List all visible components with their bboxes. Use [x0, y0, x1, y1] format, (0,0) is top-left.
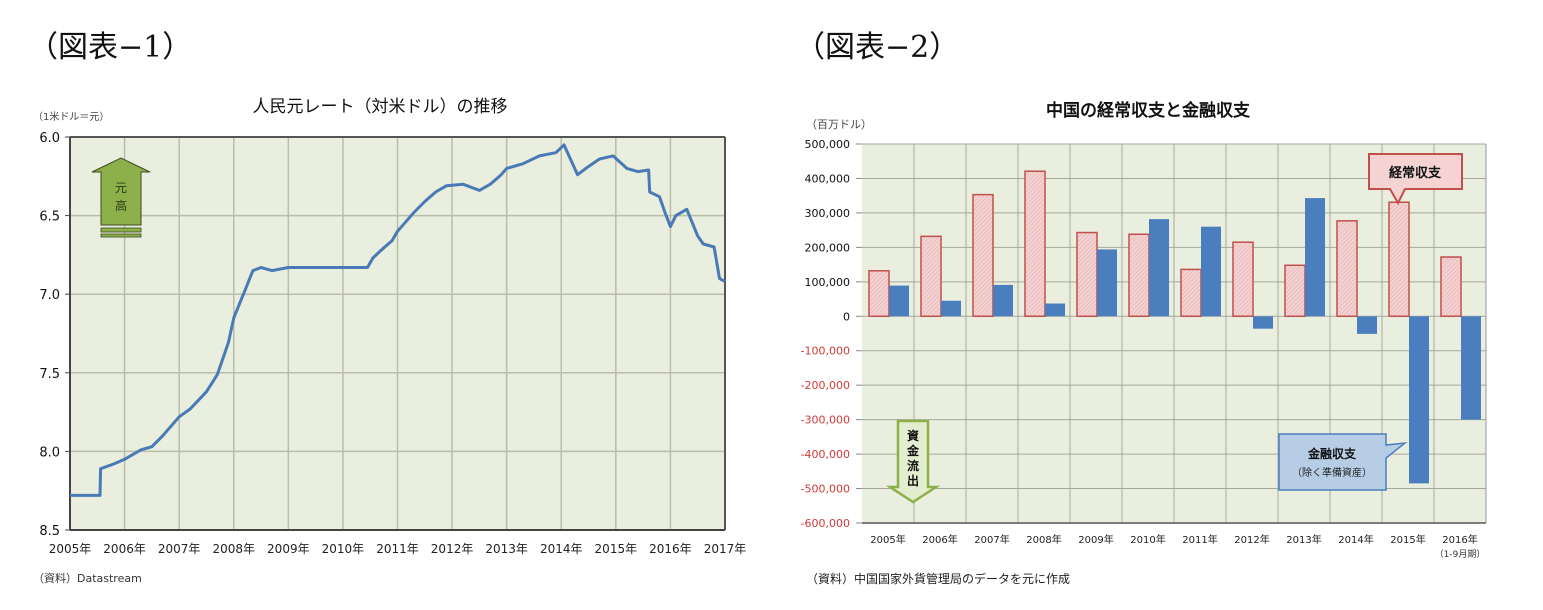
- x-tick-label: 2013年: [485, 542, 528, 556]
- financial-account-bar: [1305, 198, 1325, 317]
- current-account-bar: [1128, 233, 1150, 318]
- y-tick-label: 7.0: [39, 288, 60, 303]
- y-tick-label: -300,000: [801, 414, 850, 427]
- x-tick-label: 2006年: [922, 533, 957, 546]
- financial-account-bar: [1253, 316, 1273, 329]
- y-axis-unit-label: （1米ドル＝元）: [33, 110, 109, 123]
- y-tick-label: 6.0: [39, 131, 60, 146]
- financial-account-bar: [1045, 303, 1065, 317]
- x-tick-label: 2017年: [704, 542, 747, 556]
- current-account-bar: [1180, 268, 1202, 318]
- x-tick-label: 2015年: [1390, 533, 1425, 546]
- x-tick-label: 2005年: [870, 533, 905, 546]
- x-tick-label: 2016年: [1442, 533, 1477, 546]
- financial-account-bar: [1409, 316, 1429, 484]
- current-account-bar: [868, 270, 890, 318]
- financial-account-bar: [1149, 219, 1169, 317]
- svg-text:金融収支: 金融収支: [1307, 446, 1357, 461]
- x-tick-label: 2008年: [1026, 533, 1061, 546]
- svg-text:経常収支: 経常収支: [1389, 165, 1442, 181]
- current-account-bar: [1076, 231, 1098, 318]
- y-tick-label: 200,000: [805, 241, 851, 254]
- chart-title: 中国の経常収支と金融収支: [1046, 100, 1251, 121]
- svg-text:高: 高: [115, 198, 127, 213]
- x-tick-label: 2005年: [49, 542, 92, 556]
- y-tick-label: 0: [843, 310, 850, 323]
- figure-label-2: （図表−2）: [795, 30, 960, 65]
- x-tick-sublabel: （1-9月期）: [1435, 549, 1486, 560]
- figure-label-1: （図表−1）: [28, 30, 193, 65]
- y-tick-label: 8.0: [39, 445, 60, 460]
- svg-text:資: 資: [907, 428, 919, 443]
- current-account-bar: [1440, 256, 1462, 318]
- x-tick-label: 2007年: [158, 542, 201, 556]
- x-axis-ticks: 2005年 2006年 2007年 2008年 2009年 2010年 2011年 2012年…: [870, 533, 1485, 560]
- y-tick-label: 8.5: [39, 524, 60, 539]
- current-account-bar: [1024, 170, 1046, 318]
- y-tick-label: -500,000: [801, 483, 850, 496]
- x-tick-label: 2016年: [649, 542, 692, 556]
- capital-outflow-arrow-icon: 資 金 流 出: [885, 419, 941, 504]
- yuan-high-arrow-icon: 元 高: [91, 157, 151, 238]
- gridlines: [70, 137, 725, 530]
- y-tick-label: 400,000: [805, 172, 851, 185]
- financial-account-bar: [889, 285, 909, 317]
- bars: [868, 170, 1481, 484]
- financial-account-bar: [1357, 316, 1377, 334]
- financial-account-bar: [1201, 226, 1221, 317]
- x-tick-label: 2015年: [595, 542, 638, 556]
- current-account-bar: [1232, 241, 1254, 318]
- y-tick-label: -200,000: [801, 379, 850, 392]
- x-tick-label: 2013年: [1286, 533, 1321, 546]
- y-axis-unit-label: （百万ドル）: [806, 118, 872, 131]
- x-axis-ticks: 2005年 2006年 2007年 2008年 2009年 2010年 2011年 2012年…: [49, 542, 747, 556]
- x-tick-label: 2009年: [1078, 533, 1113, 546]
- yuan-rate-line: [70, 143, 726, 497]
- x-tick-label: 2008年: [212, 542, 255, 556]
- svg-text:（除く準備資産）: （除く準備資産）: [1292, 466, 1372, 479]
- chart-title: 人民元レート（対米ドル）の推移: [253, 97, 508, 117]
- current-account-bar: [972, 193, 994, 318]
- current-account-bar: [1388, 201, 1410, 318]
- svg-text:金: 金: [906, 443, 920, 458]
- x-tick-label: 2010年: [322, 542, 365, 556]
- svg-text:元: 元: [115, 181, 127, 195]
- current-account-bar: [1284, 264, 1306, 318]
- x-tick-label: 2007年: [974, 533, 1009, 546]
- y-tick-label: 6.5: [39, 210, 60, 225]
- x-tick-label: 2010年: [1130, 533, 1165, 546]
- x-tick-label: 2012年: [431, 542, 474, 556]
- financial-account-bar: [1097, 249, 1117, 317]
- x-tick-label: 2011年: [1182, 533, 1217, 546]
- financial-account-bar: [1461, 316, 1481, 420]
- current-account-callout: 経常収支: [1368, 153, 1463, 206]
- financial-account-bar: [993, 284, 1013, 317]
- source-note: （資料）中国国家外貨管理局のデータを元に作成: [806, 571, 1070, 586]
- y-tick-label: -600,000: [801, 517, 850, 530]
- x-tick-label: 2006年: [103, 542, 146, 556]
- x-tick-label: 2012年: [1234, 533, 1269, 546]
- x-tick-label: 2009年: [267, 542, 310, 556]
- source-note: （資料）Datastream: [33, 571, 142, 585]
- y-tick-label: 7.5: [39, 367, 60, 382]
- y-axis-ticks: 500,000 400,000 300,000 200,000 100,000 0 -100…: [801, 138, 862, 530]
- x-tick-label: 2014年: [1338, 533, 1373, 546]
- current-account-bar: [920, 235, 942, 318]
- y-tick-label: -100,000: [801, 345, 850, 358]
- current-account-bar: [1336, 220, 1358, 318]
- yuan-rate-line-chart: 人民元レート（対米ドル）の推移 （1米ドル＝元） 6.0 6.5 7.0 7.5 8.0…: [33, 97, 747, 585]
- y-tick-label: 100,000: [805, 276, 851, 289]
- x-tick-label: 2014年: [540, 542, 583, 556]
- y-tick-label: 300,000: [805, 207, 851, 220]
- financial-account-callout: 金融収支 （除く準備資産）: [1278, 433, 1408, 491]
- y-tick-label: 500,000: [805, 138, 851, 151]
- x-tick-label: 2011年: [376, 542, 419, 556]
- svg-text:流: 流: [907, 458, 919, 473]
- y-tick-label: -400,000: [801, 448, 850, 461]
- financial-account-bar: [941, 300, 961, 317]
- svg-text:出: 出: [907, 473, 919, 488]
